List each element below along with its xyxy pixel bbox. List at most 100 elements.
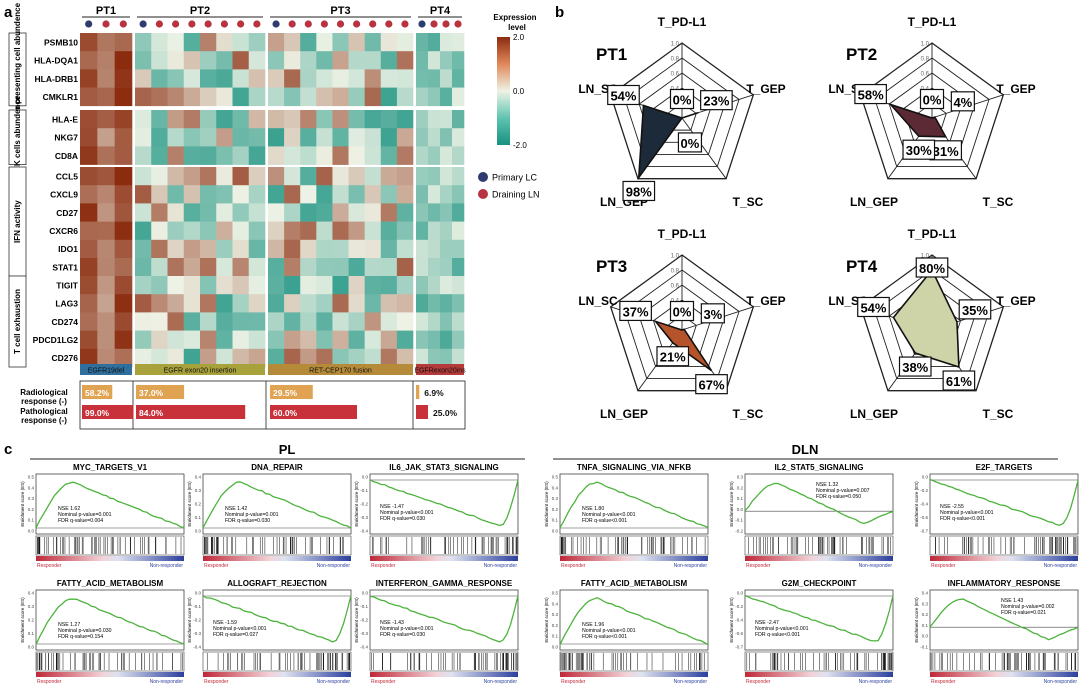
heatmap-cell xyxy=(183,51,201,70)
heatmap-cell xyxy=(416,312,429,331)
heatmap-cell xyxy=(135,51,152,70)
heatmap-cell xyxy=(284,185,301,204)
gsea-rank-bar xyxy=(560,672,708,677)
primary-lc-dot xyxy=(272,20,280,28)
gsea-nonresponder-label: Non-responder xyxy=(1044,679,1078,684)
gsea-tick: -0.6 xyxy=(735,631,743,636)
heatmap-cell xyxy=(183,276,201,295)
heatmap-cell xyxy=(364,51,382,70)
radar-value-box xyxy=(677,132,703,153)
gsea-plot: IL6_JAK_STAT3_SIGNALING Enrichment score … xyxy=(354,463,519,569)
heatmap-cell xyxy=(135,33,152,52)
heatmap-cell xyxy=(440,294,453,313)
heatmap-cell xyxy=(452,330,465,350)
heatmap-cell xyxy=(135,69,152,88)
heatmap-cell xyxy=(428,146,441,165)
heatmap-cell xyxy=(232,203,250,222)
gsea-tick: -0.3 xyxy=(193,631,201,636)
pathological-value: 99.0% xyxy=(85,408,110,418)
gene-label: CXCL9 xyxy=(50,190,78,200)
gsea-tick: -0.1 xyxy=(920,645,928,650)
heatmap-cell xyxy=(80,330,98,350)
heatmap-cell xyxy=(428,330,441,350)
gsea-fdr: FDR q-value=0.050 xyxy=(816,494,861,500)
radar-tick: 1.0 xyxy=(921,42,930,48)
radar-axis-label: T_SC xyxy=(983,407,1014,421)
heatmap-cell xyxy=(316,51,333,70)
heatmap-cell xyxy=(80,203,98,222)
gsea-tick: 0.0 xyxy=(552,529,559,534)
heatmap-cell xyxy=(248,330,266,350)
gsea-tick: -0.4 xyxy=(920,502,928,507)
gsea-tick: -0.2 xyxy=(360,618,368,623)
radar-tick: 1.0 xyxy=(921,254,930,260)
heatmap-cell xyxy=(452,128,465,147)
gsea-tick: 0.4 xyxy=(28,591,35,596)
draining-ln-legend-dot xyxy=(478,189,488,199)
gene-label: CXCR6 xyxy=(49,226,78,236)
gsea-title: E2F_TARGETS xyxy=(976,463,1033,472)
heatmap-cell xyxy=(428,33,441,52)
gsea-hit-box xyxy=(369,535,519,556)
heatmap-cell xyxy=(284,51,301,70)
heatmap-cell xyxy=(248,294,266,313)
heatmap-cell xyxy=(348,87,365,107)
draining-ln-dot xyxy=(155,20,163,28)
gsea-plot: INFLAMMATORY_RESPONSE Enrichment score (E… xyxy=(914,579,1079,684)
heatmap-cell xyxy=(348,258,365,277)
gsea-es-curve xyxy=(929,598,1079,641)
heatmap-cell xyxy=(396,294,414,313)
heatmap-cell xyxy=(440,51,453,70)
gsea-hit-box xyxy=(202,651,352,672)
heatmap-cell xyxy=(151,312,168,331)
heatmap-cell xyxy=(348,221,365,241)
heatmap-cell xyxy=(332,33,349,52)
heatmap-cell xyxy=(440,348,453,368)
heatmap-cell xyxy=(97,294,115,313)
heatmap-cell xyxy=(200,128,217,147)
gsea-hit-box xyxy=(744,535,894,556)
gsea-title: INTERFERON_GAMMA_RESPONSE xyxy=(376,579,513,588)
gsea-pvalue: Nominal p-value<0.001 xyxy=(940,510,994,516)
heatmap-cell xyxy=(364,69,382,88)
heatmap-cell xyxy=(114,51,133,70)
heatmap-cell xyxy=(248,276,266,295)
gsea-fdr: FDR q-value=0.030 xyxy=(380,516,425,522)
radar-tick: 1.0 xyxy=(671,254,680,260)
heatmap-cell xyxy=(440,276,453,295)
heatmap-cell xyxy=(167,330,185,350)
heatmap-cell xyxy=(183,146,201,165)
gsea-tick: -0.2 xyxy=(193,618,201,623)
heatmap-cell xyxy=(284,146,301,165)
radar-value-box xyxy=(902,139,936,160)
heatmap-cell xyxy=(232,294,250,313)
gsea-responder-label: Responder xyxy=(746,679,771,684)
heatmap-cell xyxy=(80,167,98,186)
heatmap-cell xyxy=(167,110,185,129)
heatmap-cell xyxy=(428,203,441,222)
gsea-axes xyxy=(202,473,352,535)
pathological-bar xyxy=(270,405,357,419)
heatmap-cell xyxy=(284,33,301,52)
heatmap-cell xyxy=(380,167,398,186)
gsea-responder-label: Responder xyxy=(931,679,956,684)
heatmap-cell xyxy=(416,110,429,129)
heatmap-cell xyxy=(416,128,429,147)
radar-value-label: 67% xyxy=(699,378,725,393)
radar-value-label: 4% xyxy=(953,95,972,110)
gsea-responder-label: Responder xyxy=(37,679,62,684)
heatmap-cell xyxy=(284,69,301,88)
gsea-tick: 0.5 xyxy=(552,591,559,596)
heatmap-cell xyxy=(183,203,201,222)
gsea-title: TNFA_SIGNALING_VIA_NFKB xyxy=(577,463,691,472)
radar-axis-label: T_PD-L1 xyxy=(908,15,957,29)
heatmap-cell xyxy=(183,128,201,147)
gsea-plot: MYC_TARGETS_V1 Enrichment score (ES)0.5 0.… xyxy=(20,463,185,569)
gsea-es-curve xyxy=(35,598,185,645)
heatmap-cell xyxy=(452,110,465,129)
heatmap-cell xyxy=(284,258,301,277)
heatmap-cell xyxy=(316,294,333,313)
gsea-nes: NSE -2.55 xyxy=(940,504,964,510)
radar-axis-label: T_SC xyxy=(983,195,1014,209)
gsea-pvalue: Nominal p-value=0.001 xyxy=(225,512,279,518)
